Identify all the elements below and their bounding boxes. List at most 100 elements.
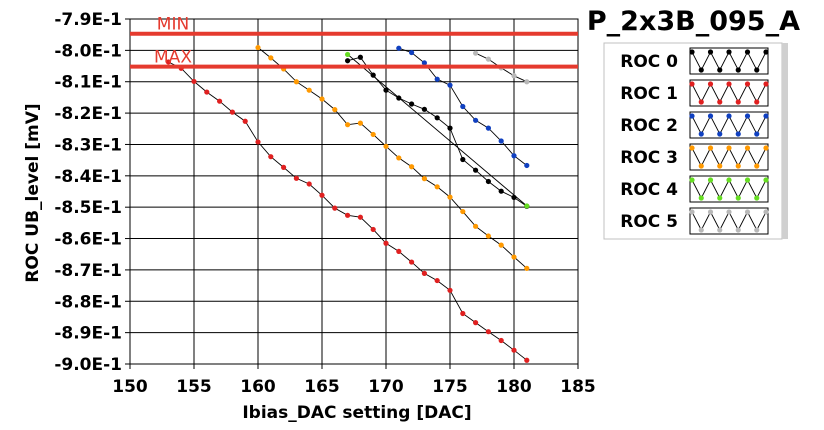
data-point [524,79,530,85]
data-point [485,56,491,62]
data-point [473,223,479,229]
y-tick-label: -8.4E-1 [54,167,122,187]
legend-scrollbar[interactable] [782,43,788,239]
data-point [345,122,351,128]
legend-label: ROC 5 [620,212,678,232]
data-point [268,55,274,61]
data-point [498,138,504,144]
data-point [396,155,402,161]
data-point [421,270,427,276]
data-point [524,265,530,271]
data-point [485,233,491,239]
x-axis-title: Ibias_DAC setting [DAC] [242,403,471,423]
series-roc-3 [255,44,530,271]
data-point [319,96,325,102]
data-point [447,287,453,293]
data-point [319,192,325,198]
data-point [255,44,261,51]
series-roc-2 [396,45,530,169]
data-point [460,310,466,317]
data-point [332,107,338,113]
data-point [357,120,363,126]
y-tick-label: -8.3E-1 [54,135,122,155]
data-point [524,203,530,209]
data-point [473,167,479,173]
legend: ROC 0 ROC 1 ROC 2 ROC 3 ROC 4 ROC 5 [603,42,788,240]
y-tick-label: -8.2E-1 [54,104,122,124]
x-tick-label: 185 [560,377,596,397]
x-tick-label: 175 [432,377,468,397]
data-point [306,87,312,93]
y-axis-title: ROC UB_level [mV] [23,103,43,282]
data-point [524,357,530,363]
data-point [357,214,363,220]
x-tick-label: 160 [240,377,276,397]
x-tick-label: 165 [304,377,340,397]
legend-swatch [689,47,769,75]
data-point [473,320,479,326]
data-point [409,101,415,107]
legend-swatch [689,207,769,235]
y-tick-label: -8.0E-1 [54,41,122,61]
data-point [511,153,517,159]
y-tick-label: -8.1E-1 [54,73,122,93]
data-point [268,154,274,160]
legend-swatch [689,175,769,203]
y-tick-label: -8.5E-1 [54,198,122,218]
data-point [383,87,389,93]
data-point [396,45,402,51]
data-point [383,143,389,149]
plot-area [129,18,579,365]
y-tick-label: -9.0E-1 [54,355,122,375]
data-point [165,59,171,65]
data-point [345,51,351,58]
data-point [473,117,479,123]
data-point [204,89,210,95]
data-point [229,109,235,115]
data-point [434,76,440,82]
x-tick-label: 170 [368,377,404,397]
data-point [460,208,466,215]
legend-label: ROC 0 [620,52,678,72]
data-point [434,277,440,284]
legend-box [603,42,783,240]
y-tick-label: -8.9E-1 [54,324,122,344]
legend-swatch [689,111,769,139]
y-tick-label: -7.9E-1 [54,10,122,30]
legend-label: ROC 3 [620,148,678,168]
data-point [421,106,427,112]
data-point [345,58,351,64]
data-point [447,125,453,131]
x-tick-label: 155 [176,377,212,397]
data-point [332,205,338,211]
data-point [306,181,312,187]
data-point [370,72,376,78]
data-point [434,184,440,190]
legend-label: ROC 2 [620,116,678,136]
data-point [242,118,248,124]
y-tick-label: -8.7E-1 [54,261,122,281]
data-point [370,226,376,233]
tick-labels: 150 155 160 165 170 175 180 185 -7.9E-1 -8.0E-1 -8… [54,10,595,397]
data-point [421,60,427,66]
chart-title: P_2x3B_095_A [587,6,800,37]
series-line [257,47,528,269]
data-point [485,329,491,335]
data-point [447,82,453,88]
y-tick-label: -8.8E-1 [54,292,122,312]
data-point [460,103,466,110]
data-point [345,212,351,218]
data-point [511,347,517,353]
data-point [485,178,491,185]
data-point [255,139,261,145]
limit-label-max: MAX [154,48,192,68]
data-point [447,194,453,200]
data-point [460,156,466,163]
data-point [409,259,415,265]
data-point [498,188,504,194]
data-point [473,50,479,56]
data-point [370,131,376,138]
data-point [421,176,427,182]
data-point [281,164,287,170]
